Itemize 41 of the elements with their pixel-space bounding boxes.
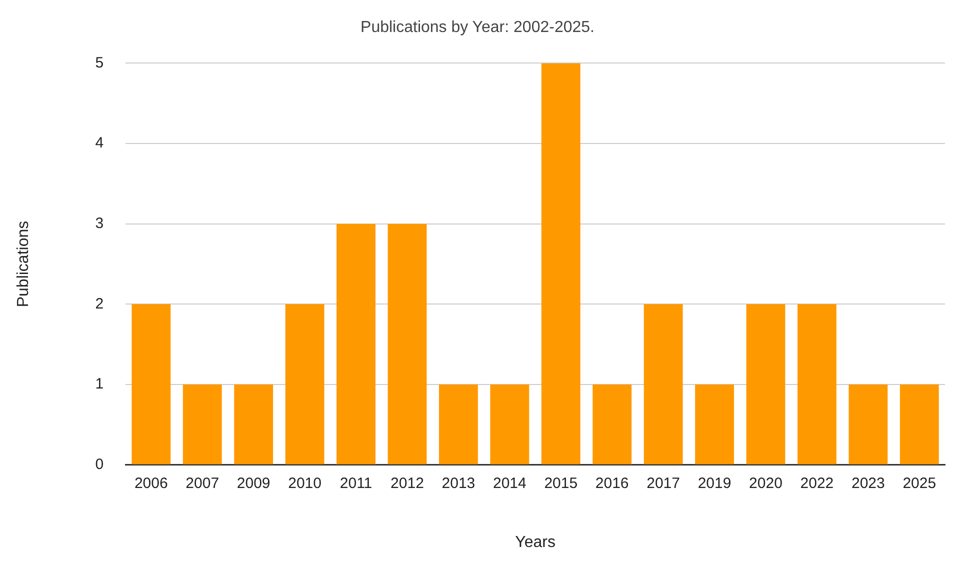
x-tick-label: 2015: [544, 474, 578, 492]
x-tick-label: 2013: [442, 474, 476, 492]
bar: [132, 304, 171, 464]
x-tick-label: 2016: [595, 474, 629, 492]
x-tick-label: 2014: [492, 474, 526, 492]
bar: [848, 384, 888, 464]
bar: [234, 384, 274, 464]
bar: [182, 384, 222, 464]
x-tick-label: 2009: [236, 474, 270, 492]
bar: [490, 384, 530, 464]
bar: [541, 63, 580, 464]
bar: [695, 384, 734, 464]
bar: [900, 384, 939, 464]
x-tick-label: 2011: [340, 474, 372, 492]
x-tick-label: 2006: [134, 474, 168, 492]
bar: [285, 304, 324, 464]
chart-title: Publications by Year: 2002-2025.: [360, 19, 594, 36]
bar: [592, 384, 632, 464]
bar: [644, 304, 683, 464]
bar: [438, 384, 478, 464]
bar: [746, 304, 786, 464]
y-tick-label: 0: [95, 456, 104, 473]
y-axis-title: Publications: [15, 220, 32, 308]
y-tick-label: 3: [95, 214, 104, 232]
x-axis-title: Years: [515, 534, 556, 551]
x-tick-label: 2010: [288, 474, 322, 492]
bar: [336, 224, 376, 464]
bar: [388, 224, 427, 464]
x-tick-label: 2020: [749, 474, 782, 492]
x-tick-label: 2025: [902, 474, 936, 492]
y-tick-label: 5: [95, 54, 104, 72]
y-tick-label: 1: [95, 376, 104, 393]
x-tick-label: 2023: [851, 474, 885, 492]
x-tick-label: 2007: [186, 474, 220, 492]
y-tick-label: 4: [95, 134, 104, 152]
bar: [798, 304, 836, 464]
y-tick-label: 2: [95, 295, 104, 312]
x-tick-label: 2019: [698, 474, 732, 492]
x-tick-label: 2022: [800, 474, 834, 492]
x-tick-label: 2017: [646, 474, 680, 492]
x-tick-label: 2012: [390, 474, 424, 492]
